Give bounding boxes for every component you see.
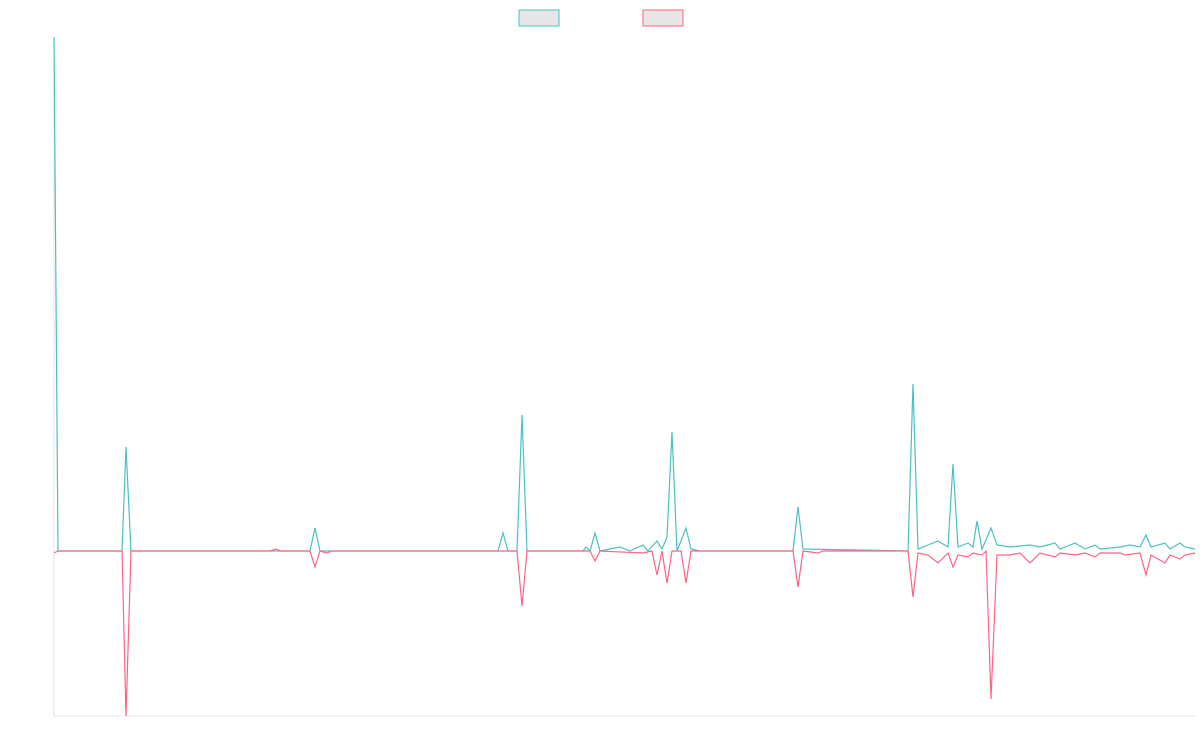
- legend-swatch: [518, 9, 560, 27]
- legend-swatch: [642, 9, 684, 27]
- series-line: [53, 548, 1196, 717]
- series-line: [53, 36, 1196, 553]
